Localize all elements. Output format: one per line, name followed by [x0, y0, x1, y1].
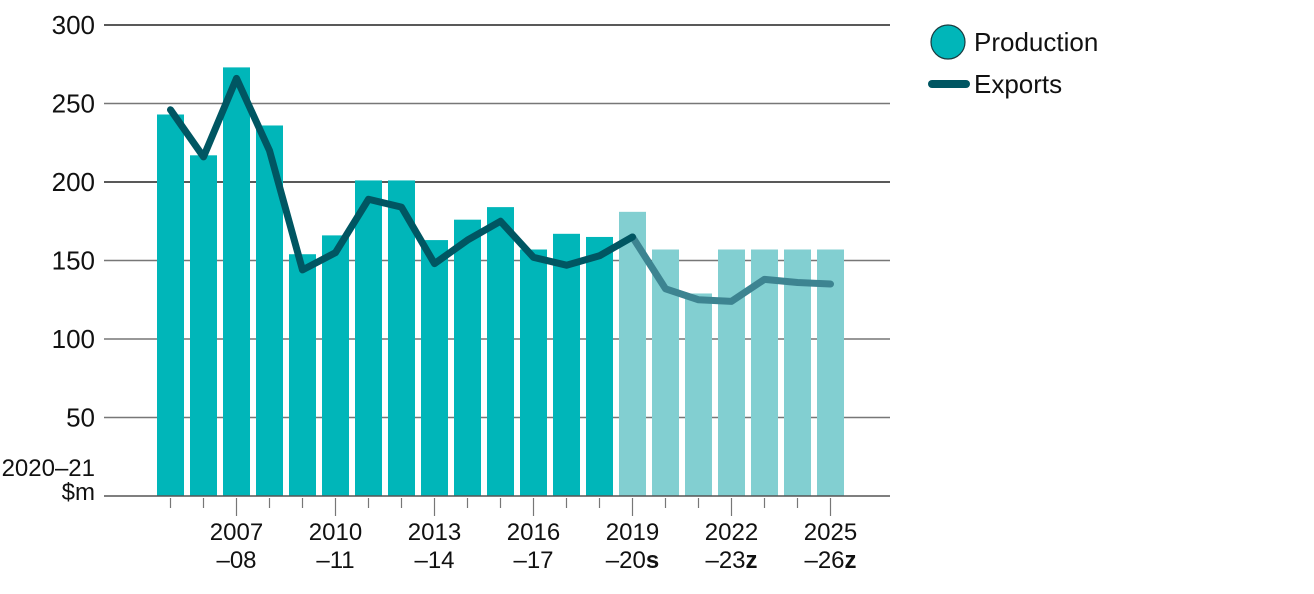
x-tick-label-line2: –11: [316, 547, 354, 574]
y-axis-title-line2: $m: [62, 479, 95, 506]
x-tick-label-year: –08: [216, 547, 256, 574]
bar-2007–08: [223, 67, 250, 496]
y-tick-label-200: 200: [52, 167, 95, 197]
x-tick-label-line2: –08: [216, 547, 256, 574]
x-axis-labels: 2007–08 2010–11 2013–14 2016–17 2019–20s 2022…: [210, 519, 857, 574]
x-tick-label-line1: 2007: [210, 519, 263, 546]
legend-production-marker: [931, 25, 965, 59]
bar-2011–12: [355, 180, 382, 496]
y-axis-title-line1: 2020–21: [2, 455, 95, 482]
x-tick-label-line1: 2010: [309, 519, 362, 546]
x-tick-label-year: –23: [705, 547, 745, 574]
y-tick-label-150: 150: [52, 246, 95, 276]
x-tick-label-line2: –23z: [705, 547, 757, 574]
x-tick-label-suffix: z: [746, 547, 758, 574]
x-tick-label-line2: –26z: [804, 547, 856, 574]
bar-2006–07: [190, 155, 217, 496]
bar-2013–14: [421, 240, 448, 496]
bar-2010–11: [322, 235, 349, 496]
legend-production-label: Production: [974, 27, 1098, 57]
bar-2005–06: [157, 114, 184, 496]
legend-exports-label: Exports: [974, 69, 1062, 99]
x-tick-label-suffix: s: [646, 547, 659, 574]
bar-2024–25z: [784, 250, 811, 496]
x-tick-label-year: –14: [414, 547, 454, 574]
y-tick-label-300: 300: [52, 10, 95, 40]
y-tick-label-250: 250: [52, 89, 95, 119]
bar-2015–16: [487, 207, 514, 496]
x-tick-label-year: –26: [804, 547, 844, 574]
bar-2009–10: [289, 254, 316, 496]
x-axis-ticks: [171, 498, 831, 516]
x-tick-label-suffix: z: [845, 547, 857, 574]
bar-2016–17: [520, 250, 547, 496]
legend: Production Exports: [931, 25, 1098, 99]
x-tick-label-year: –20: [606, 547, 646, 574]
bar-2014–15: [454, 220, 481, 496]
x-tick-label-line1: 2019: [606, 519, 659, 546]
x-tick-label-year: –11: [316, 547, 354, 574]
x-tick-label-line2: –14: [414, 547, 454, 574]
x-tick-label-line2: –17: [513, 547, 553, 574]
y-axis-labels: 50 100 150 200 250 300: [52, 10, 95, 433]
x-tick-label-line1: 2013: [408, 519, 461, 546]
bar-2018–19: [586, 237, 613, 496]
bar-2022–23z: [718, 250, 745, 496]
bar-2021–22: [685, 293, 712, 496]
bar-2017–18: [553, 234, 580, 496]
y-tick-label-100: 100: [52, 324, 95, 354]
x-tick-label-line1: 2025: [804, 519, 857, 546]
y-tick-label-50: 50: [66, 403, 95, 433]
x-tick-label-line1: 2022: [705, 519, 758, 546]
x-tick-label-year: –17: [513, 547, 553, 574]
x-tick-label-line2: –20s: [606, 547, 659, 574]
x-tick-label-line1: 2016: [507, 519, 560, 546]
